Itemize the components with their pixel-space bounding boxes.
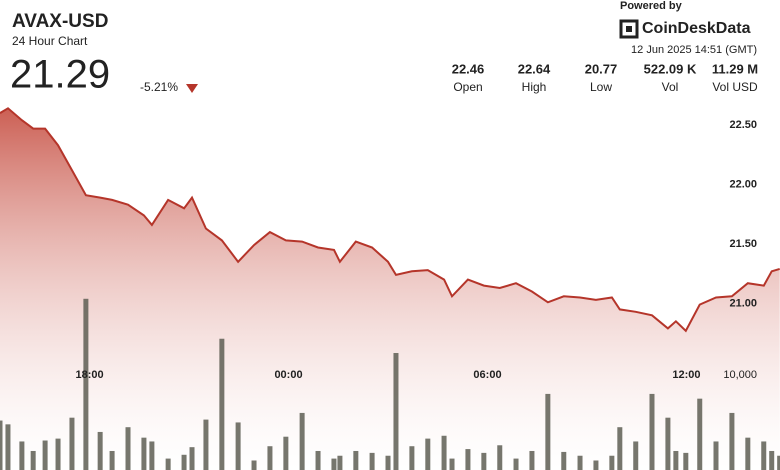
volume-bar (331, 458, 337, 470)
x-tick-label: 18:00 (75, 369, 103, 381)
down-arrow (186, 84, 198, 93)
volume-bar (617, 427, 623, 470)
volume-bar (55, 438, 61, 470)
symbol: AVAX-USD (12, 11, 108, 32)
stat-label: Low (590, 80, 612, 94)
volume-bar (283, 436, 289, 470)
volume-bar (481, 452, 487, 470)
stat-value: 22.64 (518, 61, 551, 76)
volume-bar (83, 298, 89, 470)
volume-bar (189, 447, 195, 470)
change: -5.21% (140, 80, 178, 94)
volume-bar (441, 435, 447, 470)
volume-bar (745, 437, 751, 470)
subtitle: 24 Hour Chart (12, 34, 88, 48)
volume-bar (777, 455, 780, 470)
y-tick-label: 21.00 (729, 297, 757, 309)
volume-bar (683, 452, 689, 470)
volume-bar (577, 455, 583, 470)
y-tick-label: 22.00 (729, 178, 757, 190)
volume-bar (267, 446, 273, 470)
x-tick-label: 00:00 (274, 369, 302, 381)
y2-tick-label: 10,000 (723, 369, 757, 381)
volume-bar (5, 424, 11, 470)
brand: CoinDeskData (642, 20, 751, 37)
stat-value: 11.29 M (712, 61, 758, 76)
volume-bar (409, 446, 415, 470)
volume-bar (19, 441, 25, 470)
y-tick-label: 22.50 (729, 119, 757, 131)
volume-bar (465, 449, 471, 470)
volume-bar (713, 441, 719, 470)
price-line (0, 107, 780, 333)
x-tick-label: 12:00 (672, 369, 700, 381)
volume-bar (219, 338, 225, 470)
powered-by: Powered by (620, 0, 683, 12)
volume-bar (235, 422, 241, 470)
volume-bar (561, 451, 567, 470)
volume-bar (42, 440, 48, 470)
volume-bar (337, 455, 343, 470)
volume-bar (181, 454, 187, 470)
price-area (0, 108, 780, 470)
volume-bar (649, 393, 655, 470)
timestamp: 12 Jun 2025 14:51 (GMT) (631, 44, 757, 56)
volume-bar (69, 417, 75, 470)
price: 21.29 (10, 53, 110, 97)
volume-bar (165, 458, 171, 470)
volume-bar (251, 460, 257, 470)
volume-bar (125, 427, 131, 470)
volume-bar (369, 452, 375, 470)
stat-label: Vol (662, 80, 679, 94)
volume-bar (353, 450, 359, 470)
brand-logo (619, 19, 639, 39)
volume-bar (109, 450, 115, 470)
y-tick-label: 21.50 (729, 238, 757, 250)
volume-bar (665, 417, 671, 470)
x-tick-label: 06:00 (473, 369, 501, 381)
volume-bar (513, 458, 519, 470)
volume-bar (729, 412, 735, 470)
volume-bar (97, 431, 103, 470)
volume-bar (673, 450, 679, 470)
volume-bar (769, 450, 775, 470)
volume-bar (0, 420, 3, 470)
plot: 21.00 21.50 22.00 22.50 10,000 18:00 00:00 06:0… (0, 107, 780, 470)
volume-bar (30, 450, 36, 470)
volume-bar (141, 437, 147, 470)
volume-bar (529, 450, 535, 470)
volume-bar (497, 445, 503, 470)
volume-bar (633, 441, 639, 470)
volume-bar (697, 398, 703, 470)
volume-bar (203, 419, 209, 470)
stats: 22.46 Open 22.64 High 20.77 Low 522.09 K Vol 11.… (452, 61, 758, 94)
volume-bar (385, 455, 391, 470)
volume-bar (315, 450, 321, 470)
stat-label: Open (453, 80, 482, 94)
volume-bar (449, 458, 455, 470)
stat-value: 20.77 (585, 61, 618, 76)
volume-bar (149, 441, 155, 470)
volume-bar (425, 438, 431, 470)
volume-bar (593, 460, 599, 470)
volume-bar (393, 353, 399, 470)
volume-bar (609, 455, 615, 470)
stat-label: High (522, 80, 547, 94)
stat-value: 22.46 (452, 61, 485, 76)
volume-bar (545, 393, 551, 470)
stat-value: 522.09 K (644, 61, 697, 76)
volume-bar (761, 441, 767, 470)
stat-label: Vol USD (712, 80, 758, 94)
volume-bar (299, 412, 305, 470)
